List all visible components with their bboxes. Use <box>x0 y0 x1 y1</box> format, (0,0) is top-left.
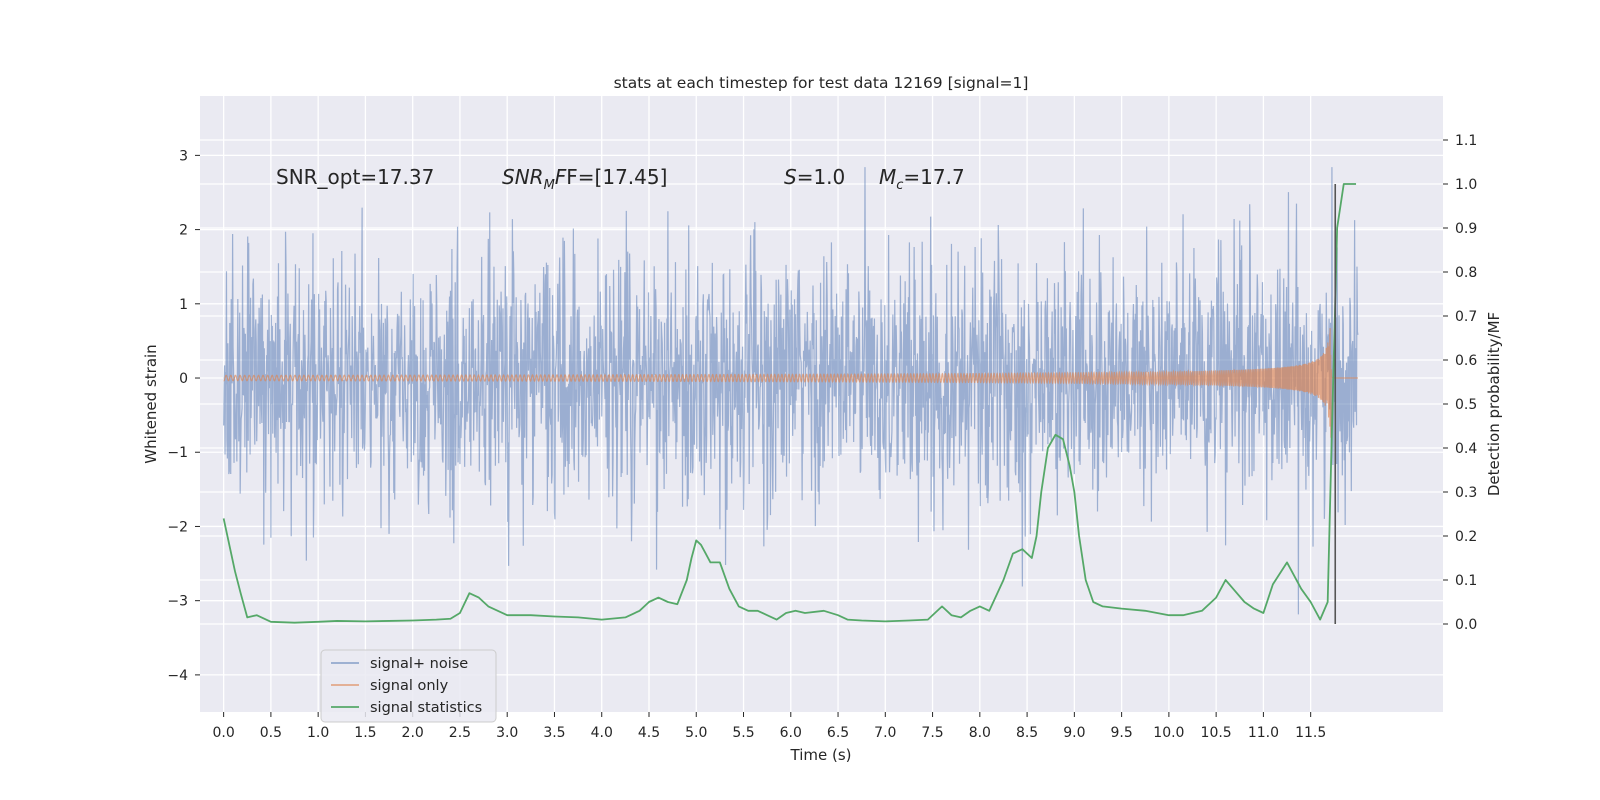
x-tick-label-6: 3.0 <box>496 725 518 741</box>
legend-label-signal: signal only <box>370 678 449 694</box>
x-axis-label: Time (s) <box>790 746 852 764</box>
stats-line <box>222 183 1357 624</box>
x-tick-label-12: 6.0 <box>780 725 802 741</box>
annotation-mc-sub: c <box>896 178 903 193</box>
series-signal-only <box>223 328 1358 438</box>
y-left-tick-label-4: 0 <box>179 371 188 387</box>
annotation-s-symbol: S <box>784 165 797 189</box>
y-right-tick-label-11: 1.1 <box>1455 133 1477 149</box>
y-right-tick-label-3: 0.3 <box>1455 485 1477 501</box>
series-signal-statistics <box>222 183 1357 624</box>
y-right-tick-label-9: 0.9 <box>1455 221 1477 237</box>
y-left-tick-label-0: −4 <box>167 668 188 684</box>
annotation-snr-mf-f: F <box>555 165 567 189</box>
x-tick-label-0: 0.0 <box>212 725 234 741</box>
legend: signal+ noise signal only signal statist… <box>320 649 497 723</box>
x-tick-label-16: 8.0 <box>969 725 991 741</box>
annotation-mc-symbol: M <box>879 165 896 189</box>
annotation-snr-mf-value: F=[17.45] <box>566 165 667 189</box>
y-left-tick-label-5: 1 <box>179 297 188 313</box>
x-tick-label-22: 11.0 <box>1248 725 1279 741</box>
noise-line <box>223 167 1359 615</box>
annotation-mc: Mc=17.7 <box>879 165 965 193</box>
x-tick-label-4: 2.0 <box>402 725 424 741</box>
x-tick-label-2: 1.0 <box>307 725 329 741</box>
annotation-s-value: =1.0 <box>797 165 846 189</box>
y-right-tick-label-0: 0.0 <box>1455 617 1477 633</box>
x-tick-label-13: 6.5 <box>827 725 849 741</box>
y-right-tick-label-7: 0.7 <box>1455 309 1477 325</box>
y-left-tick-label-7: 3 <box>179 148 188 164</box>
y-left-tick-label-2: −2 <box>167 519 188 535</box>
x-tick-label-11: 5.5 <box>732 725 754 741</box>
y-left-tick-label-1: −3 <box>167 594 188 610</box>
annotation-s: S=1.0 <box>784 165 845 189</box>
x-tick-label-17: 8.5 <box>1016 725 1038 741</box>
chart-title: stats at each timestep for test data 121… <box>614 74 1029 92</box>
y-left-tick-label-6: 2 <box>179 223 188 239</box>
x-tick-label-20: 10.0 <box>1153 725 1184 741</box>
y-right-tick-label-8: 0.8 <box>1455 265 1477 281</box>
y-axis-left-label: Whitened strain <box>142 344 160 463</box>
x-tick-label-15: 7.5 <box>921 725 943 741</box>
x-tick-label-5: 2.5 <box>449 725 471 741</box>
y-right-tick-label-1: 0.1 <box>1455 573 1477 589</box>
annotation-snr-mf: SNRMFF=[17.45] <box>502 165 667 193</box>
legend-box <box>320 649 497 723</box>
annotation-snr-opt: SNR_opt=17.37 <box>276 165 434 189</box>
y-axis-right-ticks: 0.0 0.1 0.2 0.3 0.4 0.5 0.6 0.7 0.8 0.9 1.0 1.1 <box>1443 133 1477 633</box>
y-right-tick-label-6: 0.6 <box>1455 353 1477 369</box>
annotation-snr-mf-main: SNR <box>502 165 544 189</box>
x-tick-label-3: 1.5 <box>354 725 376 741</box>
x-tick-label-9: 4.5 <box>638 725 660 741</box>
x-tick-label-18: 9.0 <box>1063 725 1085 741</box>
x-tick-label-7: 3.5 <box>543 725 565 741</box>
y-right-tick-label-2: 0.2 <box>1455 529 1477 545</box>
y-axis-right-label: Detection probability/MF <box>1485 312 1503 496</box>
x-tick-label-1: 0.5 <box>260 725 282 741</box>
series-signal-plus-noise <box>223 167 1359 615</box>
x-tick-label-23: 11.5 <box>1295 725 1326 741</box>
legend-label-noise: signal+ noise <box>370 656 468 672</box>
x-tick-label-14: 7.0 <box>874 725 896 741</box>
x-tick-label-21: 10.5 <box>1201 725 1232 741</box>
signal-line <box>223 328 1358 438</box>
legend-label-stats: signal statistics <box>370 700 482 716</box>
y-axis-left-ticks: −4 −3 −2 −1 0 1 2 3 <box>167 148 200 684</box>
y-right-tick-label-5: 0.5 <box>1455 397 1477 413</box>
x-tick-label-8: 4.0 <box>591 725 613 741</box>
y-left-tick-label-3: −1 <box>167 445 188 461</box>
y-right-tick-label-4: 0.4 <box>1455 441 1477 457</box>
annotation-mc-value: =17.7 <box>903 165 964 189</box>
x-tick-label-10: 5.0 <box>685 725 707 741</box>
y-right-tick-label-10: 1.0 <box>1455 177 1477 193</box>
annotation-snr-mf-sub: M <box>544 178 555 193</box>
x-axis-ticks: 0.0 0.5 1.0 1.5 2.0 2.5 3.0 3.5 4.0 4.5 5.0 5.5 6.0 6… <box>212 712 1326 741</box>
x-tick-label-19: 9.5 <box>1110 725 1132 741</box>
